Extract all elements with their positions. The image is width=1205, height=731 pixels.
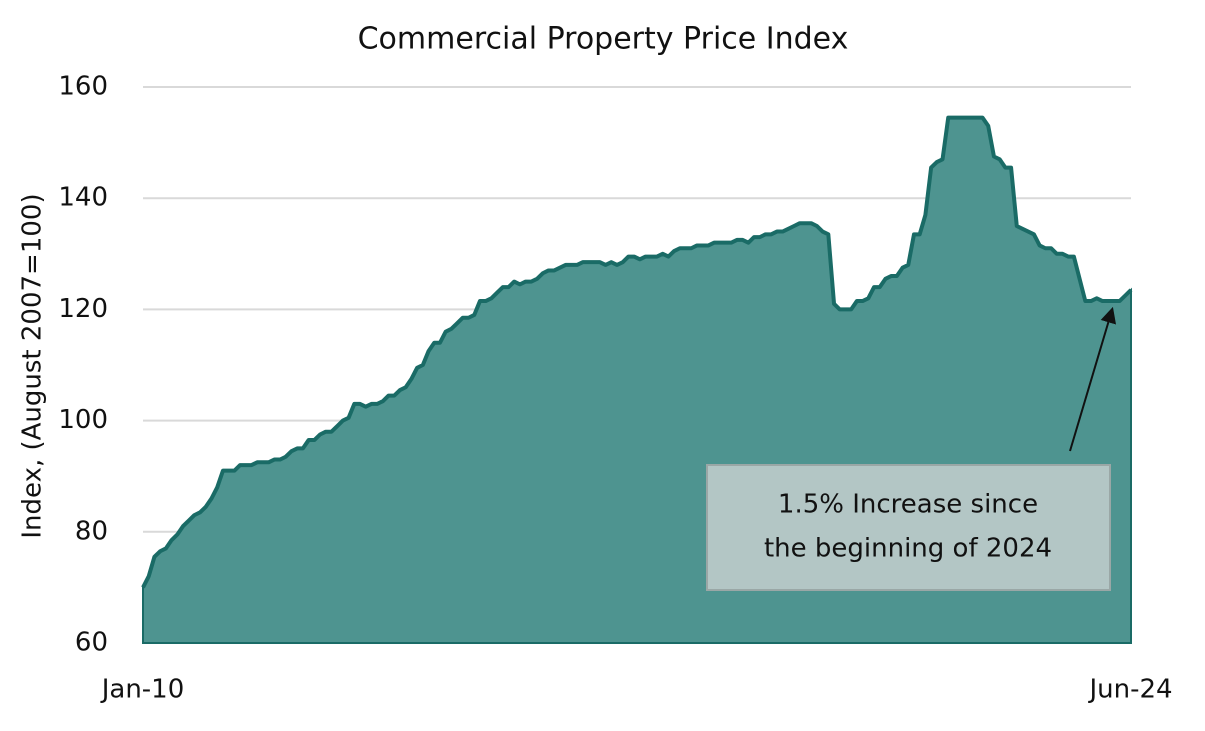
- y-tick-label: 80: [75, 516, 108, 546]
- y-tick-label: 140: [58, 183, 108, 213]
- y-tick-label: 120: [58, 294, 108, 324]
- line: [141, 115, 1133, 589]
- y-axis-label: Index, (August 2007=100): [18, 193, 48, 538]
- chart-title: Commercial Property Price Index: [358, 22, 849, 57]
- y-tick-label: 60: [75, 628, 108, 658]
- x-tick-label: Jan-10: [100, 675, 185, 705]
- annotation-text: the beginning of 2024: [764, 534, 1052, 564]
- x-tick-label: Jun-24: [1087, 675, 1172, 705]
- y-tick-label: 160: [58, 72, 108, 102]
- annotation-arrow: [1069, 306, 1117, 452]
- y-tick-label: 100: [58, 405, 108, 435]
- annotation-box: [706, 464, 1111, 591]
- annotation-text: 1.5% Increase since: [778, 490, 1038, 520]
